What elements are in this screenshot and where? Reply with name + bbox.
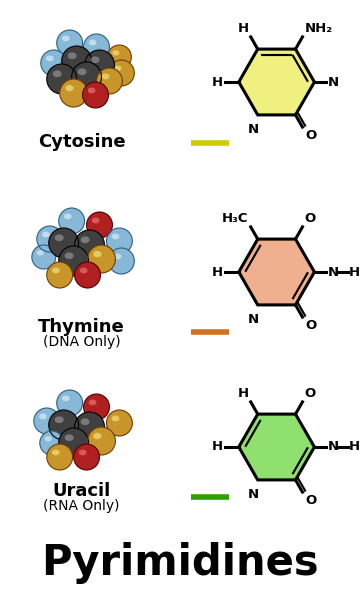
Ellipse shape <box>55 234 64 241</box>
Circle shape <box>109 60 134 86</box>
Ellipse shape <box>112 234 119 240</box>
Circle shape <box>106 228 132 254</box>
Ellipse shape <box>55 416 64 423</box>
Text: N: N <box>248 313 259 326</box>
Circle shape <box>47 262 73 288</box>
Ellipse shape <box>114 65 121 71</box>
Circle shape <box>83 394 110 420</box>
Polygon shape <box>239 414 314 480</box>
Circle shape <box>75 262 101 288</box>
Text: N: N <box>327 265 338 279</box>
Ellipse shape <box>78 68 86 75</box>
Ellipse shape <box>65 434 74 441</box>
Circle shape <box>59 246 89 276</box>
Ellipse shape <box>112 416 119 421</box>
Circle shape <box>32 245 56 269</box>
Circle shape <box>97 68 122 94</box>
Text: H: H <box>212 440 223 453</box>
Ellipse shape <box>81 237 90 243</box>
Text: H: H <box>212 265 223 279</box>
Text: NH₂: NH₂ <box>305 22 333 35</box>
Circle shape <box>49 410 79 440</box>
Ellipse shape <box>92 217 99 223</box>
Text: O: O <box>305 387 316 400</box>
Circle shape <box>49 228 79 258</box>
Ellipse shape <box>62 35 70 41</box>
Ellipse shape <box>37 250 44 256</box>
Text: (RNA Only): (RNA Only) <box>43 499 120 513</box>
Text: N: N <box>327 440 338 453</box>
Circle shape <box>57 390 83 416</box>
Polygon shape <box>239 239 314 305</box>
Circle shape <box>87 427 115 455</box>
Circle shape <box>41 50 67 76</box>
Circle shape <box>109 248 134 274</box>
Circle shape <box>75 412 105 442</box>
Circle shape <box>47 64 77 94</box>
Circle shape <box>34 408 60 434</box>
Ellipse shape <box>112 50 119 56</box>
Ellipse shape <box>88 87 95 93</box>
Circle shape <box>57 30 83 56</box>
Ellipse shape <box>89 40 97 46</box>
Circle shape <box>83 82 109 108</box>
Circle shape <box>85 50 114 80</box>
Ellipse shape <box>93 433 102 439</box>
Ellipse shape <box>80 268 87 273</box>
Text: Thymine: Thymine <box>38 318 125 336</box>
Text: H: H <box>349 440 360 453</box>
Ellipse shape <box>79 449 86 455</box>
Ellipse shape <box>89 400 97 406</box>
Circle shape <box>59 428 89 458</box>
Text: H: H <box>238 22 249 35</box>
Circle shape <box>60 79 87 107</box>
Ellipse shape <box>52 449 60 455</box>
Ellipse shape <box>102 74 110 80</box>
Text: Pyrimidines: Pyrimidines <box>41 542 319 584</box>
Circle shape <box>86 212 113 238</box>
Ellipse shape <box>39 413 47 419</box>
Ellipse shape <box>65 252 74 259</box>
Circle shape <box>75 230 105 260</box>
Ellipse shape <box>53 70 62 77</box>
Circle shape <box>74 444 99 470</box>
Ellipse shape <box>114 253 121 259</box>
Circle shape <box>47 444 73 470</box>
Text: O: O <box>305 212 316 225</box>
Text: H₃C: H₃C <box>222 212 249 225</box>
Text: Uracil: Uracil <box>53 482 111 500</box>
Text: O: O <box>305 494 317 507</box>
Circle shape <box>62 46 91 76</box>
Circle shape <box>83 34 110 60</box>
Circle shape <box>106 410 132 436</box>
Circle shape <box>37 226 63 252</box>
Text: H: H <box>349 265 360 279</box>
Text: (DNA Only): (DNA Only) <box>43 335 121 349</box>
Text: N: N <box>248 488 259 501</box>
Circle shape <box>40 431 64 455</box>
Circle shape <box>72 62 102 92</box>
Ellipse shape <box>45 436 52 441</box>
Ellipse shape <box>90 56 99 63</box>
Text: O: O <box>305 129 317 142</box>
Ellipse shape <box>62 395 70 401</box>
Text: H: H <box>212 75 223 89</box>
Circle shape <box>59 208 85 234</box>
Polygon shape <box>239 49 314 115</box>
Ellipse shape <box>52 268 60 273</box>
Circle shape <box>107 45 131 69</box>
Ellipse shape <box>81 418 90 425</box>
Ellipse shape <box>64 213 72 219</box>
Ellipse shape <box>93 251 102 257</box>
Text: H: H <box>238 387 249 400</box>
Text: O: O <box>305 319 317 332</box>
Text: N: N <box>327 75 338 89</box>
Ellipse shape <box>68 52 77 59</box>
Circle shape <box>87 245 115 273</box>
Ellipse shape <box>65 85 74 91</box>
Text: N: N <box>248 123 259 136</box>
Ellipse shape <box>46 56 54 61</box>
Ellipse shape <box>42 232 50 237</box>
Text: Cytosine: Cytosine <box>38 133 125 151</box>
